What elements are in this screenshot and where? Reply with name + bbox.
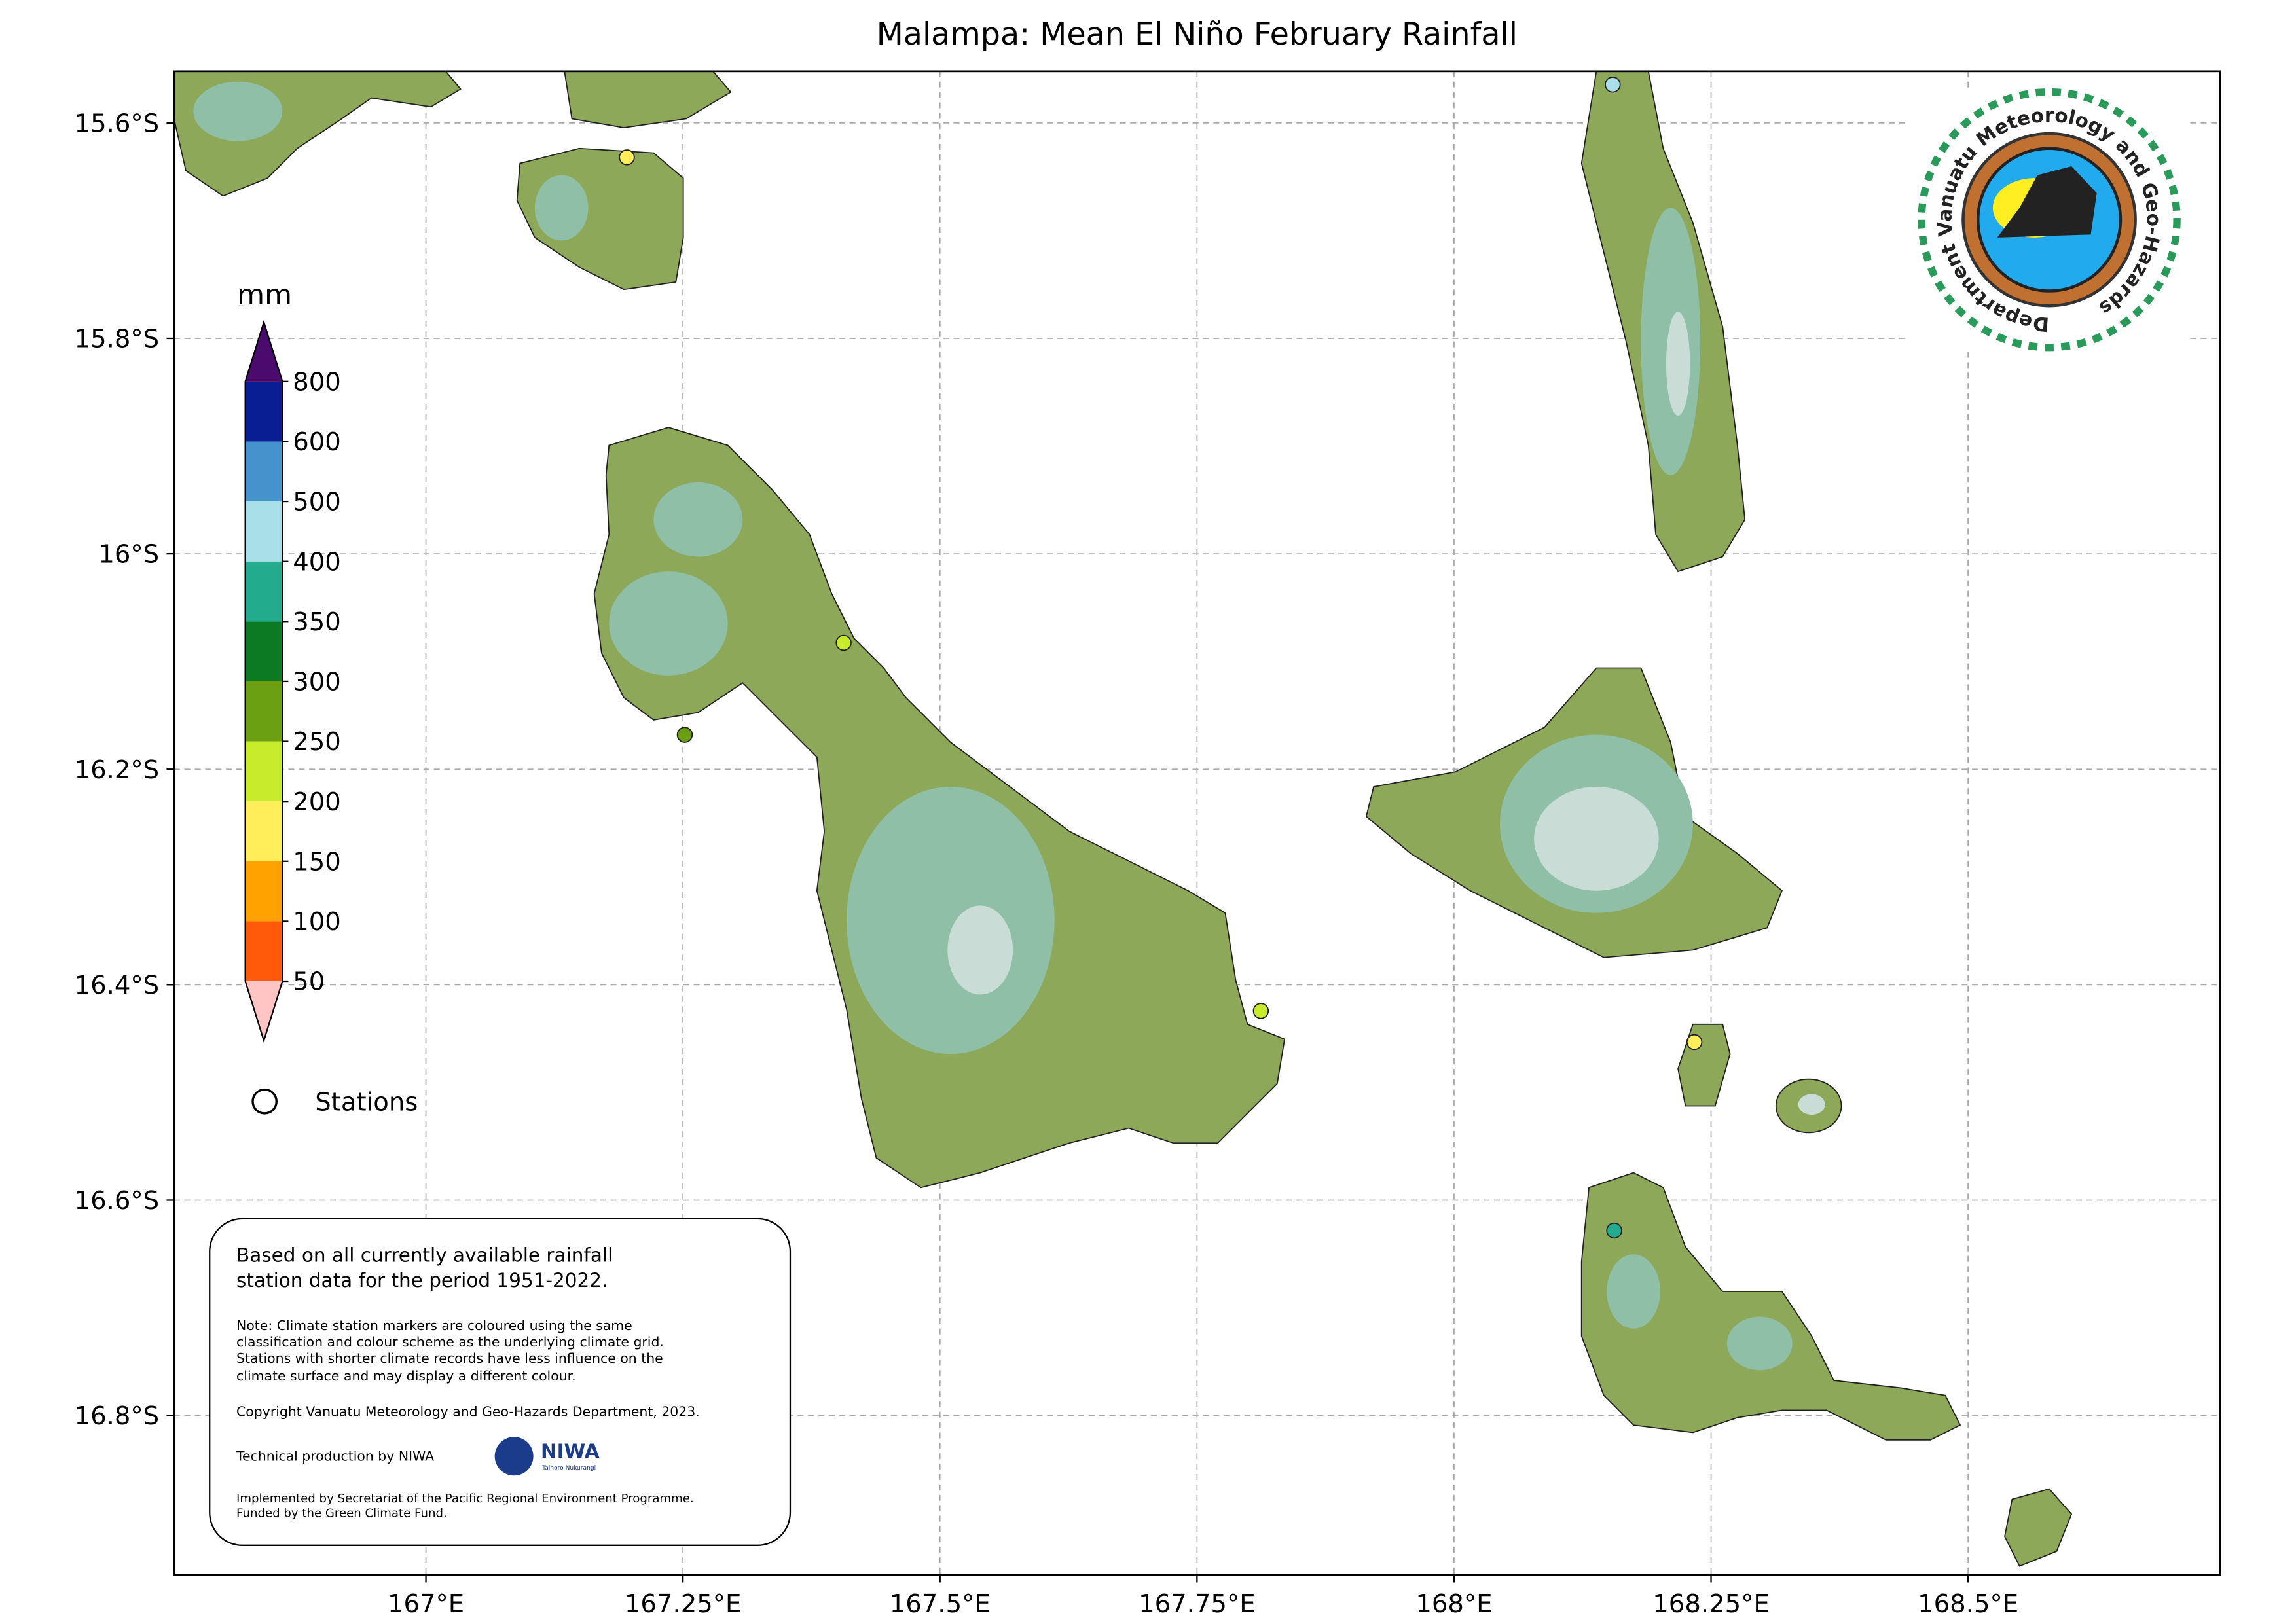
y-tick-label: 15.6°S: [75, 109, 160, 138]
island: [2004, 1488, 2073, 1567]
note-small: Note: Climate station markers are colour…: [236, 1318, 700, 1521]
highland: [1534, 786, 1659, 891]
y-tick-label: 16.6°S: [75, 1186, 160, 1216]
y-tick-label: 15.8°S: [75, 325, 160, 354]
x-tick-label: 167.25°E: [625, 1589, 742, 1619]
station-marker: [1686, 1034, 1703, 1051]
colorbar-over: [245, 322, 283, 382]
funding: Funded by the Green Climate Fund.: [236, 1507, 447, 1521]
x-tick-label: 168°E: [1415, 1589, 1492, 1619]
niwa-emblem: [494, 1437, 534, 1476]
note-line: classification and colour scheme as the …: [236, 1334, 664, 1350]
x-tick-label: 167.5°E: [890, 1589, 991, 1619]
colorbar-tick-label: 500: [293, 488, 341, 517]
highland: [193, 81, 283, 141]
x-tick-label: 167.75°E: [1139, 1589, 1256, 1619]
colorbar-unit: mm: [237, 279, 292, 312]
highland: [1798, 1094, 1825, 1115]
highland: [1726, 1316, 1793, 1371]
colorbar-segment: [245, 561, 283, 622]
colorbar-tick-label: 350: [293, 607, 341, 637]
colorbar-tick-label: 800: [293, 367, 341, 397]
niwa-logo: NIWA: [541, 1440, 600, 1462]
highland: [947, 905, 1013, 995]
x-tick-label: 168.25°E: [1652, 1589, 1770, 1619]
colorbar-segment: [245, 741, 283, 802]
colorbar-tick-label: 250: [293, 727, 341, 757]
colorbar-segment: [245, 381, 283, 442]
legend-label: Stations: [315, 1087, 418, 1117]
islands: [173, 71, 2073, 1567]
y-tick-label: 16.2°S: [75, 755, 160, 785]
colorbar-tick-label: 150: [293, 847, 341, 876]
note-lead: Based on all currently available rainfal…: [236, 1244, 613, 1292]
note-line: climate surface and may display a differ…: [236, 1368, 576, 1384]
station-marker: [676, 727, 693, 743]
colorbar-under: [245, 981, 283, 1041]
colorbar-segment: [245, 861, 283, 922]
logo: Department Vanuatu Meteorology and Geo-H…: [1908, 88, 2191, 352]
colorbar-tick-label: 300: [293, 668, 341, 697]
station-marker: [619, 149, 635, 166]
colorbar-tick-label: 600: [293, 427, 341, 457]
x-tick-label: 167°E: [388, 1589, 464, 1619]
island: [1580, 1172, 1961, 1441]
highland: [847, 786, 1055, 1055]
highland: [1666, 312, 1690, 416]
colorbar-segment: [245, 801, 283, 861]
y-tick-label: 16.8°S: [75, 1401, 160, 1431]
colorbar: 50 100 150 200 250 300 350 400 500 600 800: [244, 319, 341, 1043]
island: [564, 71, 732, 128]
colorbar-tick-label: 200: [293, 787, 341, 817]
colorbar-tick-label: 50: [293, 967, 325, 997]
colorbar-segment: [245, 681, 283, 742]
station-marker: [1605, 77, 1621, 93]
note-line: Stations with shorter climate records ha…: [236, 1350, 663, 1366]
note-line: Note: Climate station markers are colour…: [236, 1318, 632, 1333]
legend-station-symbol: [251, 1088, 278, 1115]
colorbar-tick-label: 400: [293, 547, 341, 577]
highland: [653, 482, 743, 557]
axis-ticks: 167°E 167.25°E 167.5°E 167.75°E 168°E 168.25°…: [75, 109, 2019, 1618]
highland: [609, 571, 728, 676]
map-title: Malampa: Mean El Niño February Rainfall: [877, 16, 1518, 52]
highland: [534, 175, 589, 241]
station-marker: [1252, 1003, 1269, 1019]
note-box: [209, 1218, 792, 1546]
x-tick-label: 168.5°E: [1918, 1589, 2018, 1619]
colorbar-segment: [245, 921, 283, 982]
copyright: Copyright Vanuatu Meteorology and Geo-Ha…: [236, 1404, 700, 1420]
station-marker: [835, 634, 852, 651]
y-tick-label: 16°S: [98, 540, 159, 569]
highland: [1607, 1254, 1660, 1329]
niwa-sub: Taihoro Nukurangi: [541, 1465, 596, 1471]
note-line: Based on all currently available rainfal…: [236, 1244, 613, 1267]
colorbar-tick-label: 100: [293, 907, 341, 937]
colorbar-segment: [245, 441, 283, 502]
colorbar-segment: [245, 501, 283, 562]
colorbar-segment: [245, 621, 283, 681]
station-marker: [1606, 1222, 1622, 1239]
y-tick-label: 16.4°S: [75, 971, 160, 1000]
production: Technical production by NIWA: [236, 1449, 434, 1464]
funding: Implemented by Secretariat of the Pacifi…: [236, 1492, 694, 1506]
note-line: station data for the period 1951-2022.: [236, 1269, 608, 1291]
